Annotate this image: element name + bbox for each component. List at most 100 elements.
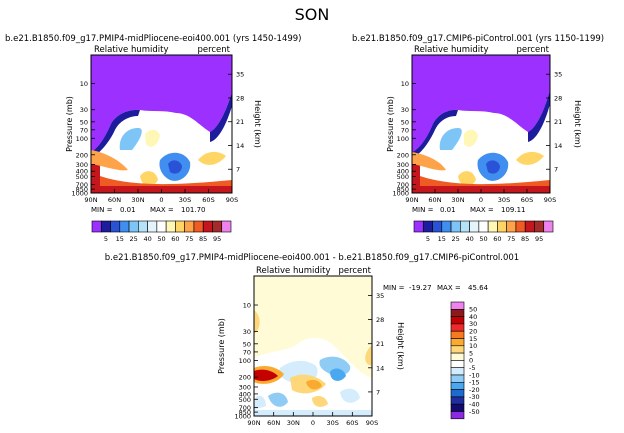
y-tick-label: 700 xyxy=(397,181,409,189)
panel-b-colorbar: 5 15 25 40 50 60 75 85 95 xyxy=(413,220,554,243)
colorbar-swatch xyxy=(450,308,465,317)
y-tick-label: 200 xyxy=(76,151,88,159)
y-tick-label: 850 xyxy=(76,186,88,194)
y-tick-label: 30 xyxy=(243,328,251,336)
colorbar-label: 75 xyxy=(507,235,515,243)
y-tick-label: 300 xyxy=(76,161,88,169)
colorbar-label: 85 xyxy=(521,235,529,243)
colorbar-label: 60 xyxy=(493,235,501,243)
colorbar-swatch xyxy=(524,220,535,233)
colorbar-label: -5 xyxy=(469,364,475,372)
panel-c-title: b.e21.B1850.f09_g17.PMIP4-midPliocene-eo… xyxy=(105,253,519,263)
right-tick-label: 35 xyxy=(554,71,562,79)
y-tick-label: 300 xyxy=(239,383,251,391)
panel-c-variable-label: Relative humidity xyxy=(256,266,331,276)
colorbar-swatch xyxy=(450,389,465,398)
panel-c-min-value: -19.27 xyxy=(409,284,432,292)
colorbar-label: -40 xyxy=(469,401,480,409)
y-tick-label: 300 xyxy=(397,161,409,169)
y-tick-label: 500 xyxy=(397,173,409,181)
colorbar-swatch xyxy=(450,220,461,233)
panel-a-max-value: 101.70 xyxy=(181,206,206,214)
colorbar-label: 5 xyxy=(426,235,430,243)
colorbar-swatch xyxy=(487,220,498,233)
panel-a-ylabel-right: Height (km) xyxy=(253,100,262,148)
x-tick-label: 60N xyxy=(108,196,121,204)
colorbar-label: 20 xyxy=(469,328,477,336)
right-tick-label: 14 xyxy=(554,142,562,150)
colorbar-swatch xyxy=(450,403,465,412)
colorbar-label: 40 xyxy=(469,313,477,321)
page-title: SON xyxy=(295,5,330,24)
colorbar-swatch xyxy=(422,220,433,233)
right-tick-label: 7 xyxy=(376,388,380,396)
panel-b-contour-field xyxy=(412,55,550,193)
x-tick-label: 60N xyxy=(267,419,280,427)
panel-a-title: b.e21.B1850.f09_g17.PMIP4-midPliocene-eo… xyxy=(5,34,301,44)
y-tick-label: 30 xyxy=(80,106,88,114)
colorbar-label: 15 xyxy=(469,335,477,343)
colorbar-label: -15 xyxy=(469,379,480,387)
panel-a-units-label: percent xyxy=(197,45,230,55)
x-tick-label: 90S xyxy=(544,196,556,204)
right-tick-label: 14 xyxy=(236,142,244,150)
x-tick-label: 30S xyxy=(326,419,338,427)
x-tick-label: 30S xyxy=(498,196,510,204)
colorbar-label: 10 xyxy=(469,342,477,350)
right-tick-label: 28 xyxy=(376,316,384,324)
colorbar-swatch xyxy=(212,220,223,233)
colorbar-swatch xyxy=(202,220,213,233)
colorbar-swatch xyxy=(460,220,470,233)
colorbar-swatch xyxy=(193,220,204,233)
right-tick-label: 7 xyxy=(236,166,240,174)
y-tick-label: 50 xyxy=(80,118,88,126)
x-tick-label: 30N xyxy=(451,196,464,204)
right-tick-label: 28 xyxy=(554,94,562,102)
panel-difference: b.e21.B1850.f09_g17.PMIP4-midPliocene-eo… xyxy=(105,253,519,417)
x-tick-label: 0 xyxy=(311,419,315,427)
y-tick-label: 850 xyxy=(239,409,251,417)
colorbar-swatch xyxy=(515,220,526,233)
colorbar-swatch xyxy=(138,220,148,233)
x-tick-label: 30S xyxy=(179,196,191,204)
colorbar-swatch xyxy=(450,345,465,354)
colorbar-swatch xyxy=(110,220,121,233)
x-tick-label: 90S xyxy=(226,196,238,204)
right-tick-label: 21 xyxy=(376,340,384,348)
right-tick-label: 21 xyxy=(236,118,244,126)
right-tick-label: 21 xyxy=(554,118,562,126)
colorbar-label: 50 xyxy=(157,235,165,243)
y-tick-label: 500 xyxy=(76,173,88,181)
panel-a-contour-field xyxy=(91,55,232,193)
colorbar-swatch xyxy=(221,220,232,233)
x-tick-label: 60S xyxy=(346,419,358,427)
panel-a-colorbar: 5 15 25 40 50 60 75 85 95 xyxy=(91,220,232,243)
colorbar-label: 95 xyxy=(535,235,543,243)
x-tick-label: 0 xyxy=(479,196,483,204)
colorbar-swatch xyxy=(497,220,507,233)
colorbar-swatch xyxy=(432,220,443,233)
colorbar-label: -20 xyxy=(469,386,480,394)
panel-c-contour-field xyxy=(254,276,372,416)
colorbar-swatch xyxy=(165,220,176,233)
right-tick-label: 14 xyxy=(376,364,384,372)
right-tick-label: 28 xyxy=(236,94,244,102)
panel-b-variable-label: Relative humidity xyxy=(414,45,489,55)
panel-b-ylabel-right: Height (km) xyxy=(573,100,582,148)
y-tick-label: 70 xyxy=(243,348,251,356)
panel-midpliocene: b.e21.B1850.f09_g17.PMIP4-midPliocene-eo… xyxy=(5,34,301,214)
colorbar-swatch xyxy=(450,396,465,405)
y-tick-label: 200 xyxy=(397,151,409,159)
colorbar-swatch xyxy=(450,323,465,332)
y-tick-label: 70 xyxy=(80,126,88,134)
colorbar-label: -10 xyxy=(469,371,480,379)
colorbar-swatch xyxy=(450,367,465,376)
colorbar-swatch xyxy=(441,220,452,233)
colorbar-label: 5 xyxy=(104,235,108,243)
panel-2-ticks: 1030507010020030040050070085010003528211… xyxy=(234,292,384,427)
panel-b-min-label: MIN = xyxy=(412,206,434,214)
panel-a-variable-label: Relative humidity xyxy=(94,45,169,55)
colorbar-swatch xyxy=(91,220,102,233)
y-tick-label: 10 xyxy=(80,80,88,88)
